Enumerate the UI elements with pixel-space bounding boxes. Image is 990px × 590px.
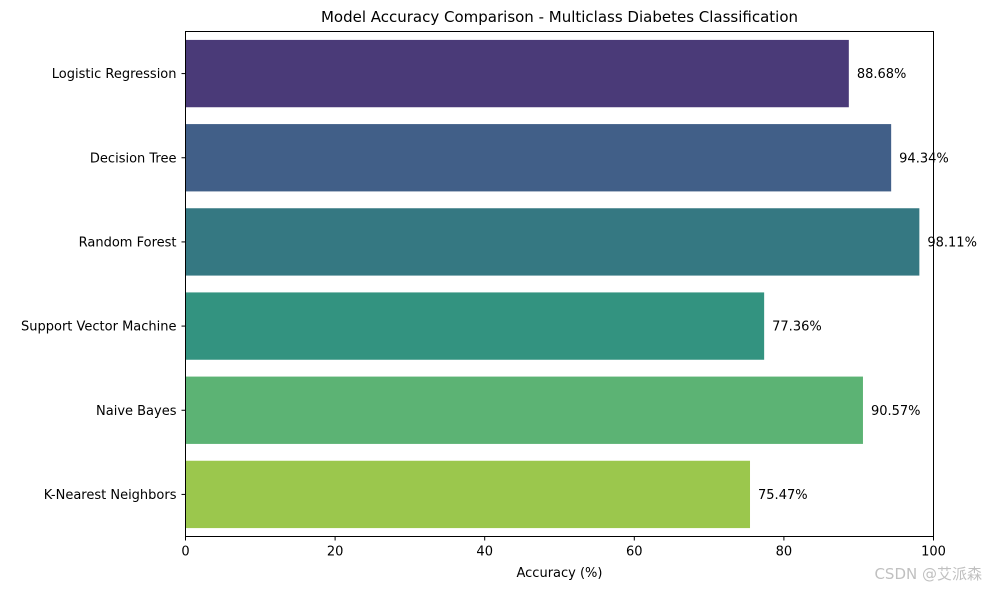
x-tick-label: 20 <box>327 545 344 560</box>
x-tick-label: 60 <box>626 545 643 560</box>
y-tick-label: Naive Bayes <box>96 404 177 419</box>
watermark: CSDN @艾派森 <box>874 565 982 583</box>
x-axis-ticks: 0 20 40 60 80 100 <box>181 536 946 560</box>
x-tick-label: 80 <box>776 545 793 560</box>
y-tick-labels: Logistic Regression Decision Tree Random F… <box>21 67 186 503</box>
y-tick-label: Decision Tree <box>90 151 177 166</box>
value-label: 94.34% <box>899 151 949 166</box>
value-label: 90.57% <box>871 404 921 419</box>
bar-random-forest <box>185 208 920 276</box>
chart-title: Model Accuracy Comparison - Multiclass D… <box>321 8 798 26</box>
x-tick-label: 0 <box>181 545 189 560</box>
bar-support-vector-machine <box>185 292 765 360</box>
bar-decision-tree <box>185 124 892 192</box>
x-axis-label: Accuracy (%) <box>517 566 603 581</box>
value-label: 75.47% <box>758 488 808 503</box>
value-label: 98.11% <box>927 235 977 250</box>
y-tick-label: Logistic Regression <box>52 67 177 82</box>
value-labels: 88.68% 94.34% 98.11% 77.36% 90.57% 75.47% <box>758 67 977 503</box>
plot-frame <box>185 31 934 537</box>
bar-k-nearest-neighbors <box>185 460 751 529</box>
x-tick-label: 40 <box>476 545 493 560</box>
value-label: 88.68% <box>857 67 907 82</box>
x-tick-label: 100 <box>921 545 946 560</box>
bars-group <box>185 39 920 529</box>
value-label: 77.36% <box>772 320 822 335</box>
y-tick-label: Random Forest <box>79 235 177 250</box>
y-tick-label: Support Vector Machine <box>21 320 177 335</box>
y-tick-label: K-Nearest Neighbors <box>44 488 177 503</box>
bar-logistic-regression <box>185 39 849 108</box>
bar-naive-bayes <box>185 376 863 444</box>
